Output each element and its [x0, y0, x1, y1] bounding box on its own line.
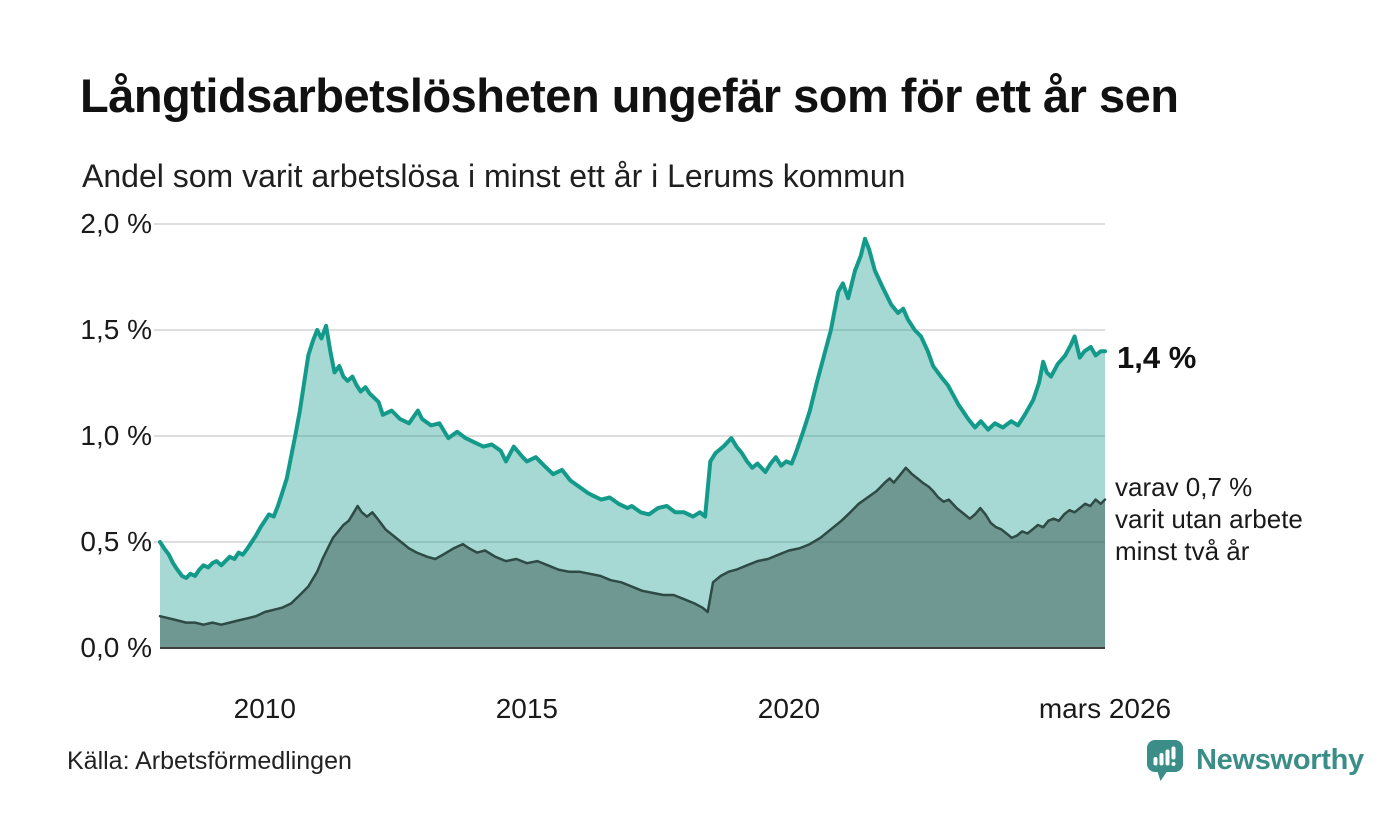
source-attribution: Källa: Arbetsförmedlingen [67, 747, 352, 775]
x-tick-label: 2015 [495, 693, 559, 724]
chart-subtitle: Andel som varit arbetslösa i minst ett å… [82, 158, 906, 194]
secondary-annotation: varav 0,7 % varit utan arbete minst två … [1115, 471, 1303, 567]
line-series-0 [158, 236, 1107, 580]
x-tick-label: 2010 [233, 693, 296, 724]
page-title: Långtidsarbetslösheten ungefär som för e… [80, 69, 1179, 122]
x-tick-label: 2020 [757, 693, 821, 724]
secondary-annotation-line: minst två år [1115, 536, 1250, 566]
y-tick-label: 0,0 % [80, 632, 152, 663]
latest-value-label: 1,4 % [1117, 340, 1197, 375]
bar-chart-bubble-icon [1147, 740, 1183, 781]
area-series-0 [160, 238, 1105, 649]
secondary-annotation-line: varit utan arbete [1115, 504, 1303, 534]
newsworthy-logo: Newsworthy [1146, 738, 1364, 784]
secondary-annotation-line: varav 0,7 % [1115, 472, 1253, 502]
brand-name: Newsworthy [1196, 744, 1364, 776]
y-tick-label: 1,5 % [80, 314, 152, 345]
line-series-1 [158, 466, 1107, 626]
y-tick-label: 1,0 % [80, 420, 152, 451]
area-series-1 [160, 467, 1105, 648]
x-tick-label: mars 2026 [1038, 693, 1172, 724]
y-tick-label: 2,0 % [80, 208, 152, 239]
y-tick-label: 0,5 % [80, 526, 152, 557]
